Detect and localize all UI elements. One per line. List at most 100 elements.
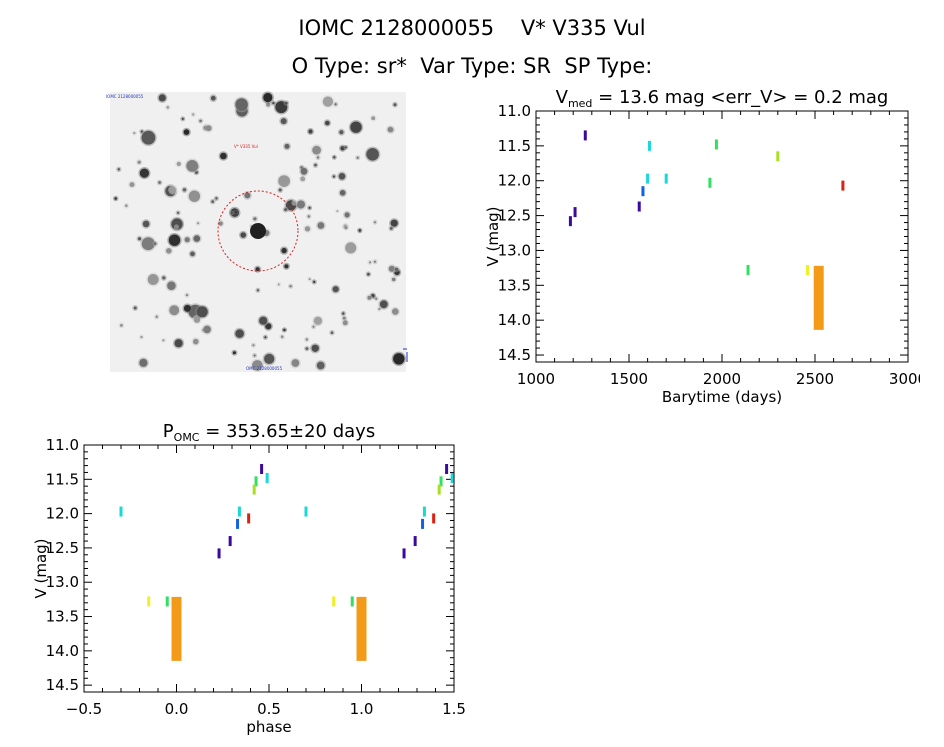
data-point-cyan: [422, 506, 426, 517]
star: [133, 306, 137, 310]
data-point-cyan: [450, 472, 454, 483]
data-point-indigo: [445, 464, 449, 475]
star: [278, 188, 282, 192]
phased-curve-chart: −0.5 0.0 0.5 1.0 1.5 11.0 11.5 12.0 12.5 13.0 13.5…: [32, 421, 466, 736]
star: [210, 95, 216, 101]
star: [393, 353, 405, 365]
star: [344, 212, 350, 218]
data-point-indigo: [228, 536, 232, 547]
star: [284, 264, 289, 269]
star: [230, 212, 233, 214]
star: [235, 98, 248, 111]
data-point-green: [350, 596, 354, 607]
star: [252, 360, 263, 371]
star: [342, 320, 348, 326]
star: [147, 274, 159, 285]
data-point-cyan: [265, 472, 269, 483]
star-image-title: IOMC 2128000055: [106, 94, 144, 99]
star: [183, 129, 190, 135]
x-tick-label: 1000: [517, 370, 555, 388]
star: [332, 175, 335, 178]
star: [196, 306, 208, 318]
star: [255, 267, 260, 272]
star: [344, 226, 348, 230]
target-star: [250, 223, 266, 239]
star: [193, 235, 201, 242]
x-tick-label: 3000: [889, 370, 920, 388]
y-tick-label: 12.0: [498, 172, 531, 190]
star: [305, 338, 308, 341]
star: [220, 152, 227, 160]
data-point-orange: [356, 596, 367, 661]
star: [190, 251, 195, 257]
x-axis-label: phase: [246, 718, 291, 736]
star: [300, 167, 308, 175]
data-point-indigo: [260, 464, 264, 475]
star: [390, 219, 398, 227]
x-tick-label: 0.0: [165, 700, 189, 718]
star: [312, 145, 321, 155]
star: [393, 103, 397, 107]
star: [253, 217, 257, 221]
x-axis-label: Barytime (days): [662, 388, 782, 406]
star: [234, 211, 237, 214]
y-tick-label: 12.0: [46, 505, 79, 523]
star: [158, 94, 166, 102]
star: [379, 300, 388, 309]
data-point-green: [708, 177, 712, 188]
x-tick-label: 2000: [703, 370, 741, 388]
y-tick-label: 13.5: [498, 276, 531, 294]
star: [158, 181, 161, 184]
star: [133, 131, 136, 135]
data-point-red: [841, 180, 845, 191]
star: [339, 130, 344, 135]
y-tick-label: 11.0: [46, 436, 79, 454]
data-point-indigo: [637, 201, 641, 212]
star: [374, 221, 376, 224]
star: [314, 316, 322, 325]
star: [394, 267, 399, 271]
star: [211, 200, 214, 203]
y-tick-label: 12.5: [498, 207, 531, 225]
data-point-orange: [171, 596, 182, 661]
star-field-image: IOMC 2128000055 V* V335 Vul OMC 21280000…: [106, 91, 408, 373]
star: [166, 248, 172, 254]
star: [256, 289, 259, 292]
y-tick-label: 13.0: [46, 573, 79, 591]
star: [166, 106, 169, 109]
data-point-indigo: [568, 216, 572, 227]
x-tick-label: 1.0: [350, 700, 374, 718]
y-axis-label: V (mag): [484, 206, 502, 266]
star: [117, 168, 120, 171]
data-point-red: [247, 513, 251, 524]
star: [155, 315, 158, 318]
star: [387, 126, 393, 133]
star: [358, 229, 361, 232]
y-tick-label: 13.5: [46, 608, 79, 626]
star: [338, 173, 346, 180]
target-ring: [217, 190, 299, 272]
data-point-indigo: [217, 548, 221, 559]
star: [169, 186, 176, 193]
star: [304, 226, 311, 232]
y-tick-label: 14.5: [498, 346, 531, 364]
star: [142, 220, 150, 228]
star: [322, 96, 334, 107]
star: [137, 160, 141, 164]
star: [330, 331, 334, 334]
data-point-yellow-green: [437, 484, 441, 495]
y-tick-label: 11.5: [498, 137, 531, 155]
data-point-cyan: [119, 506, 123, 517]
data-point-blue: [641, 186, 645, 197]
star: [285, 101, 288, 105]
star: [307, 215, 310, 218]
star: [296, 200, 305, 209]
star-image-target-label: V* V335 Vul: [234, 144, 258, 149]
star: [197, 222, 200, 225]
data-point-cyan: [664, 173, 668, 184]
star: [368, 261, 372, 264]
plot-frame: [535, 110, 909, 363]
star: [167, 281, 176, 290]
star: [176, 161, 181, 167]
star: [332, 286, 339, 293]
